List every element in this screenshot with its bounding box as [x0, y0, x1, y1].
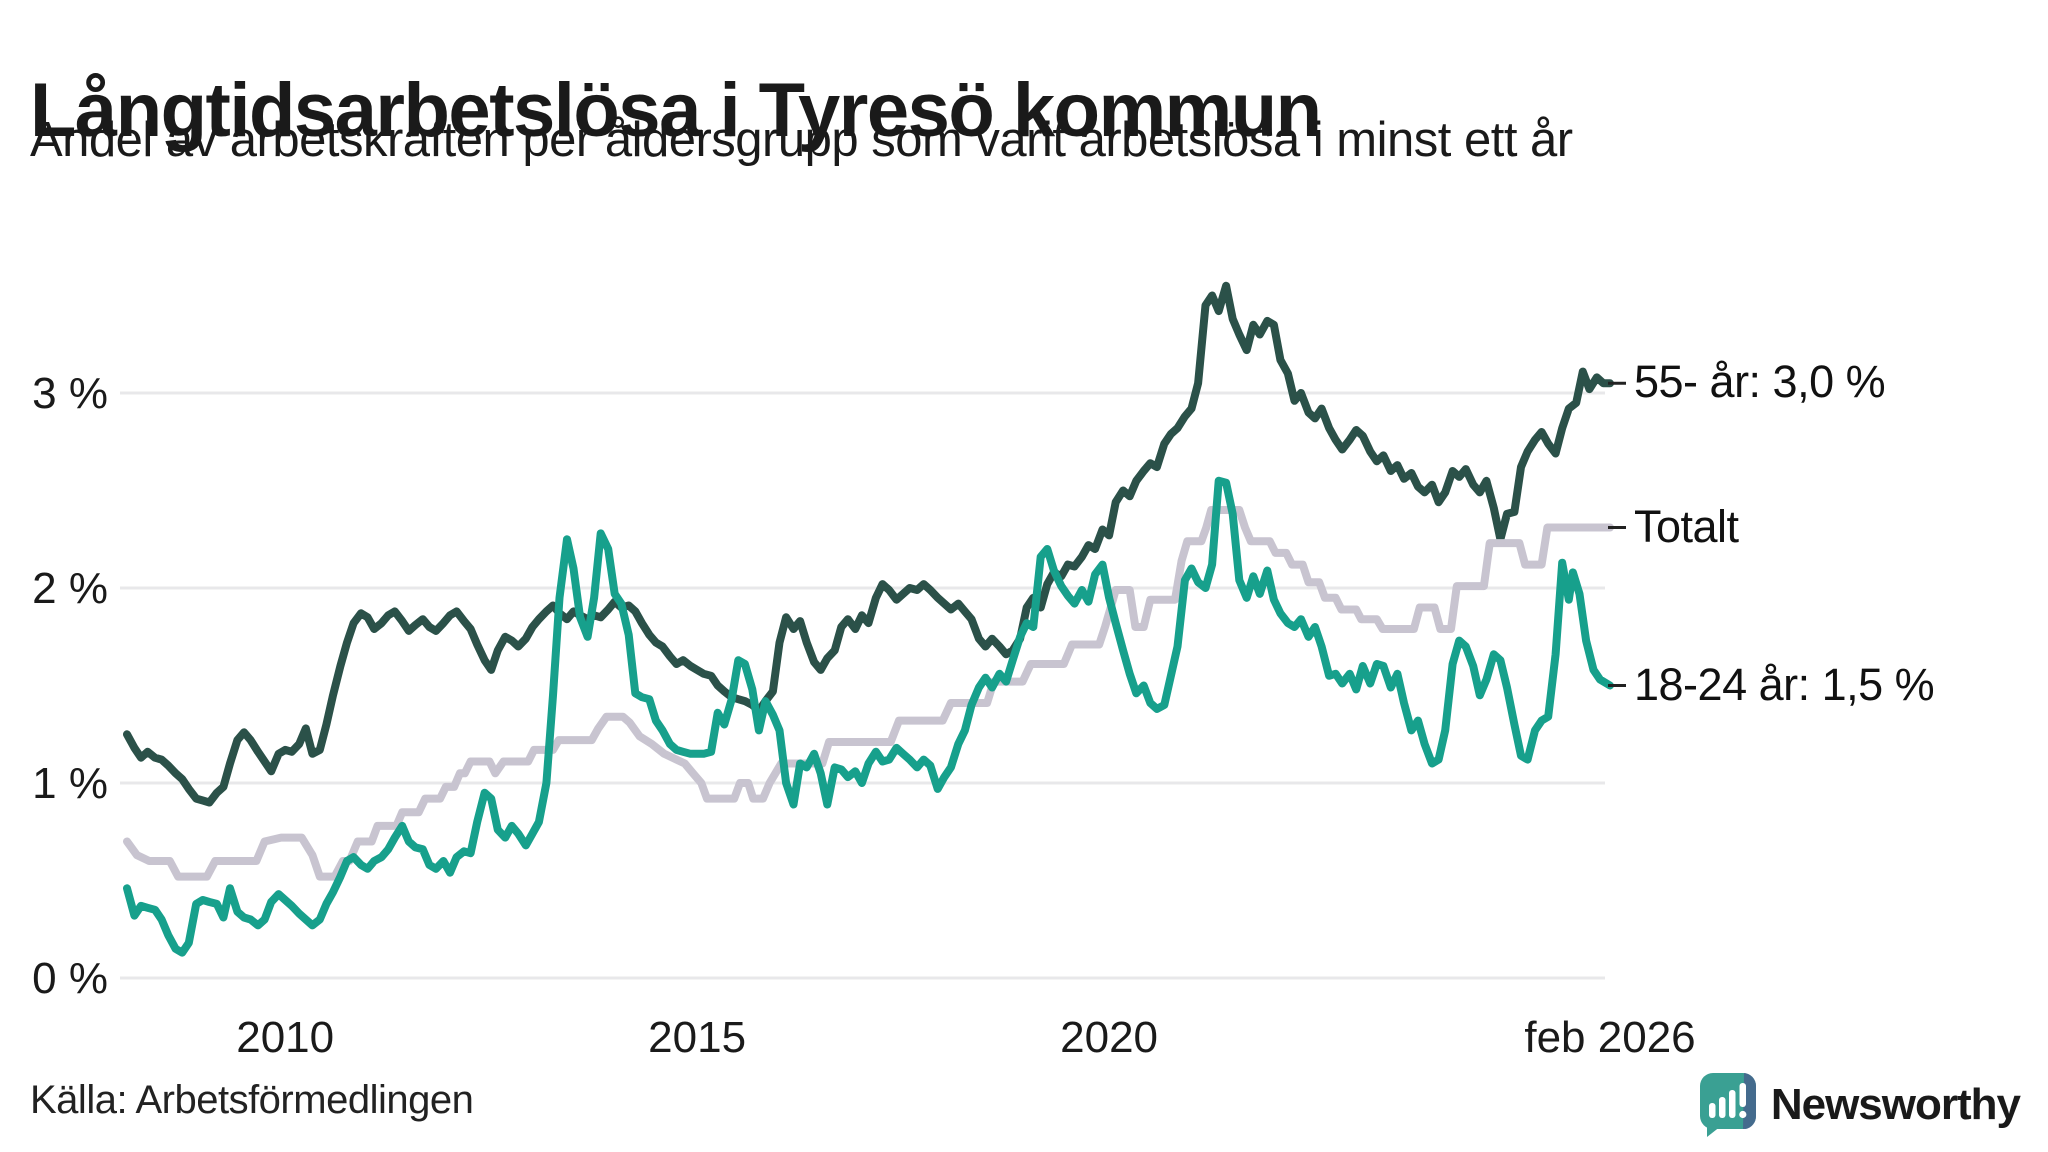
bar-icon-1 — [1708, 1103, 1716, 1118]
y-tick-label-2: 2 % — [32, 564, 108, 613]
series-line-age1824 — [123, 476, 1614, 957]
series-lines — [123, 281, 1614, 957]
series-line-totalt — [123, 506, 1614, 881]
bar-icon-2 — [1718, 1097, 1726, 1118]
x-tick-label-0: 2010 — [236, 1013, 334, 1062]
newsworthy-logo-icon — [1699, 1073, 1756, 1137]
page-title: Långtidsarbetslösa i Tyresö kommun — [30, 67, 1322, 153]
gridlines — [120, 391, 1605, 980]
x-tick-label-3: feb 2026 — [1524, 1013, 1695, 1062]
series-label-age1824: 18-24 år: 1,5 % — [1634, 658, 1935, 710]
y-tick-label-0: 0 % — [32, 954, 108, 1003]
y-tick-label-1: 1 % — [32, 759, 108, 808]
exclamation-dot-icon — [1739, 1110, 1747, 1119]
axis-labels: 3 % 2 % 1 % 0 % 2010 2015 2020 feb 2026 — [32, 369, 1695, 1062]
x-tick-label-1: 2015 — [648, 1013, 746, 1062]
page-subtitle: Andel av arbetskraften per åldersgrupp s… — [30, 113, 1573, 167]
bar-icon-3 — [1728, 1090, 1736, 1118]
series-label-totalt: Totalt — [1634, 500, 1739, 552]
series-label-age55: 55- år: 3,0 % — [1634, 356, 1886, 408]
y-tick-label-3: 3 % — [32, 369, 108, 418]
newsworthy-wordmark: Newsworthy — [1770, 1080, 2021, 1129]
newsworthy-logo: Newsworthy — [1699, 1072, 2021, 1138]
series-leader-ticks — [1608, 381, 1626, 687]
x-tick-label-2: 2020 — [1060, 1013, 1158, 1062]
exclamation-bar-icon — [1739, 1083, 1746, 1107]
series-line-age55 — [123, 281, 1614, 807]
source-note: Källa: Arbetsförmedlingen — [30, 1078, 474, 1122]
